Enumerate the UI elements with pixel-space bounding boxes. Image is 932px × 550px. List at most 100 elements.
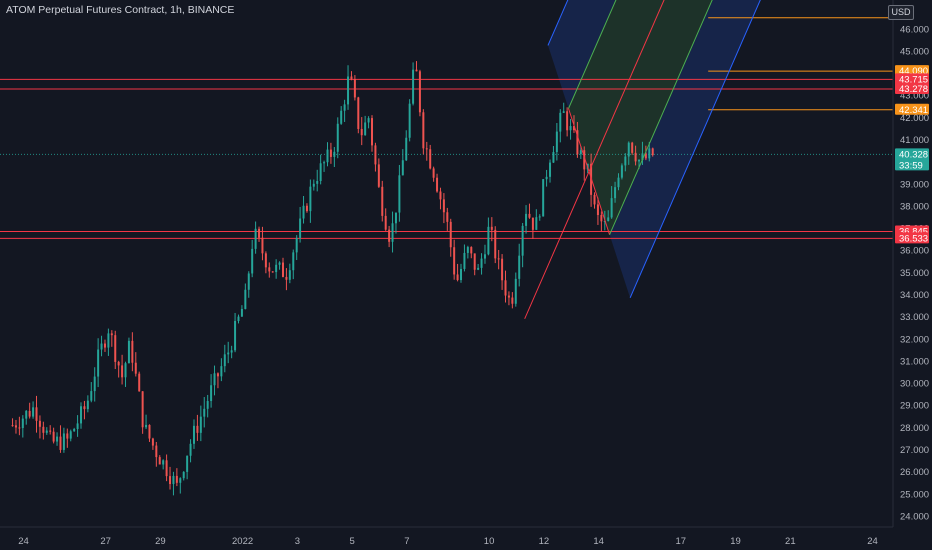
price-tick-label: 34.000	[900, 290, 929, 301]
candle-body	[152, 439, 154, 446]
candle-body	[487, 227, 489, 254]
candle-body	[607, 217, 609, 221]
candle-body	[508, 296, 510, 298]
candle-body	[416, 70, 418, 72]
horizontal-lines	[0, 18, 893, 239]
price-tick-label: 24.000	[900, 511, 929, 522]
candle-body	[261, 238, 263, 254]
candle-body	[631, 143, 633, 153]
candle-body	[333, 152, 335, 157]
time-tick-label: 5	[349, 536, 354, 547]
candle-body	[320, 163, 322, 181]
candle-body	[330, 150, 332, 157]
candle-body	[481, 259, 483, 268]
candle-body	[200, 417, 202, 433]
candle-body	[457, 274, 459, 280]
candle-body	[231, 350, 233, 352]
candle-body	[272, 271, 274, 272]
time-tick-label: 2022	[232, 536, 253, 547]
candle-body	[131, 341, 133, 363]
time-tick-label: 21	[785, 536, 796, 547]
candle-body	[525, 214, 527, 226]
candle-body	[15, 425, 17, 427]
candle-body	[494, 230, 496, 259]
candle-body	[350, 77, 352, 80]
candle-body	[484, 254, 486, 258]
candle-body	[522, 226, 524, 256]
candle-body	[467, 247, 469, 253]
candle-body	[56, 437, 58, 442]
candle-body	[398, 175, 400, 212]
candle-body	[214, 373, 216, 385]
candle-body	[25, 411, 27, 419]
candle-body	[323, 162, 325, 163]
currency-unit-button[interactable]: USD	[888, 5, 914, 20]
candle-body	[162, 460, 164, 464]
candle-body	[374, 145, 376, 164]
candle-body	[12, 425, 14, 426]
price-tick-label: 30.000	[900, 379, 929, 390]
price-tick-label: 32.000	[900, 334, 929, 345]
price-tick-label: 28.000	[900, 423, 929, 434]
candle-body	[125, 363, 127, 377]
candle-body	[361, 129, 363, 135]
candle-body	[183, 472, 185, 478]
price-tick-label: 39.000	[900, 179, 929, 190]
candle-body	[275, 265, 277, 272]
candle-body	[179, 478, 181, 483]
candle-body	[176, 476, 178, 483]
candle-body	[628, 143, 630, 157]
candle-body	[491, 227, 493, 230]
candle-body	[128, 341, 130, 363]
candle-body	[248, 273, 250, 289]
candle-body	[518, 256, 520, 279]
candle-body	[220, 366, 222, 376]
candle-body	[299, 219, 301, 238]
candle-body	[617, 178, 619, 188]
candle-body	[368, 118, 370, 122]
candle-body	[22, 419, 24, 428]
candle-body	[46, 431, 48, 433]
candle-body	[101, 344, 103, 350]
candle-body	[381, 187, 383, 216]
line-price-tag-label: 36.533	[899, 233, 928, 244]
candle-body	[556, 132, 558, 152]
candle-body	[412, 70, 414, 104]
candle-body	[36, 407, 38, 420]
price-tick-label: 25.000	[900, 489, 929, 500]
candle-body	[638, 160, 640, 161]
candle-body	[552, 152, 554, 163]
ray-price-tag-label: 42.341	[899, 105, 928, 116]
candle-body	[337, 124, 339, 152]
price-tick-label: 35.000	[900, 268, 929, 279]
candle-body	[59, 437, 61, 450]
candle-body	[429, 149, 431, 168]
price-tick-label: 46.000	[900, 24, 929, 35]
candle-body	[570, 126, 572, 130]
candle-body	[326, 150, 328, 163]
time-tick-label: 27	[100, 536, 111, 547]
candle-body	[436, 178, 438, 192]
candle-body	[528, 214, 530, 218]
candle-body	[196, 426, 198, 433]
candle-body	[388, 230, 390, 242]
candle-body	[104, 344, 106, 348]
candle-body	[600, 215, 602, 221]
candle-body	[279, 263, 281, 265]
candle-body	[111, 333, 113, 335]
candle-body	[392, 223, 394, 242]
chart-title: ATOM Perpetual Futures Contract, 1h, BIN…	[6, 4, 234, 16]
time-tick-label: 14	[593, 536, 604, 547]
candle-body	[296, 238, 298, 252]
candle-body	[83, 406, 85, 409]
candle-body	[306, 206, 308, 211]
line-price-tag-label: 43.278	[899, 84, 928, 95]
candle-body	[53, 432, 55, 442]
candle-body	[227, 353, 229, 355]
candle-body	[395, 213, 397, 224]
price-tick-label: 29.000	[900, 401, 929, 412]
candle-body	[49, 431, 51, 432]
candle-body	[285, 277, 287, 280]
candle-body	[244, 290, 246, 309]
